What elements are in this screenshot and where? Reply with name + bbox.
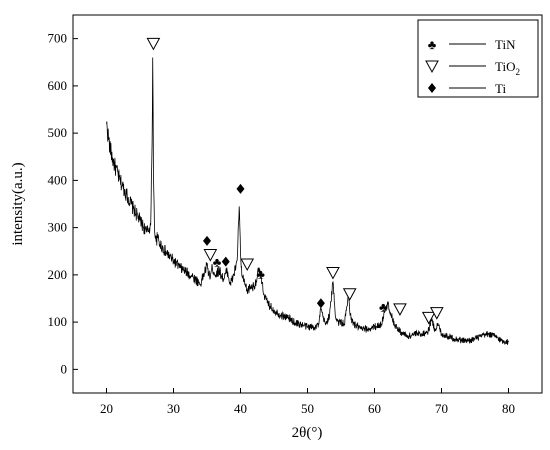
tio2-marker-icon: [393, 303, 407, 316]
tio2-marker-icon: [146, 37, 161, 51]
legend-label-tin: TiN: [495, 37, 516, 52]
y-tick-label: 700: [48, 31, 68, 46]
legend-club-icon: ♣: [428, 37, 437, 52]
x-tick-label: 80: [502, 401, 515, 416]
axis-ticks: 20 30 40 50 60 70 80 0 100 200 300 400 500 600 700: [48, 31, 516, 416]
ti-marker-icon: [203, 235, 211, 246]
y-axis-title: intensity(a.u.): [10, 162, 26, 245]
tio2-marker-icon: [326, 267, 340, 280]
x-tick-label: 40: [234, 401, 247, 416]
x-tick-label: 70: [435, 401, 448, 416]
tio2-marker-icon: [421, 311, 436, 325]
legend-label-tio2: TiO2: [495, 59, 520, 77]
y-tick-label: 300: [48, 220, 68, 235]
x-axis-title: 2θ(°): [292, 425, 323, 441]
tio2-marker-icon: [429, 307, 444, 320]
ti-marker-icon: [221, 256, 230, 267]
legend-entry-tio2: TiO2: [425, 59, 520, 77]
tio2-marker-icon: [342, 288, 357, 301]
tin-marker-icon: ♣: [213, 255, 222, 270]
legend-entry-ti: Ti: [428, 81, 506, 96]
x-tick-label: 30: [167, 401, 180, 416]
legend-triangle-icon: [425, 60, 439, 74]
tio2-marker-icon: [203, 249, 218, 262]
y-tick-label: 200: [48, 267, 68, 282]
ti-marker-icon: [236, 183, 245, 194]
y-tick-label: 500: [48, 125, 68, 140]
legend-diamond-icon: [428, 83, 436, 93]
y-tick-label: 600: [48, 78, 68, 93]
tin-marker-icon: ♣: [379, 300, 388, 315]
plot-area: [106, 57, 509, 345]
peak-markers: ♣ ♣ ♣: [146, 37, 444, 325]
y-tick-label: 400: [48, 172, 68, 187]
y-tick-label: 0: [61, 361, 68, 376]
x-tick-label: 60: [368, 401, 381, 416]
legend: ♣ TiN TiO2 Ti: [417, 19, 539, 98]
y-tick-label: 100: [48, 314, 68, 329]
ti-marker-icon: [316, 298, 325, 309]
legend-entry-tin: ♣ TiN: [428, 37, 516, 52]
x-tick-label: 20: [100, 401, 113, 416]
legend-label-ti: Ti: [495, 81, 506, 96]
tin-marker-icon: ♣: [256, 266, 265, 281]
tio2-marker-icon: [240, 258, 255, 272]
legend-box: [417, 19, 539, 98]
series-line: [106, 57, 509, 345]
x-tick-label: 50: [301, 401, 314, 416]
